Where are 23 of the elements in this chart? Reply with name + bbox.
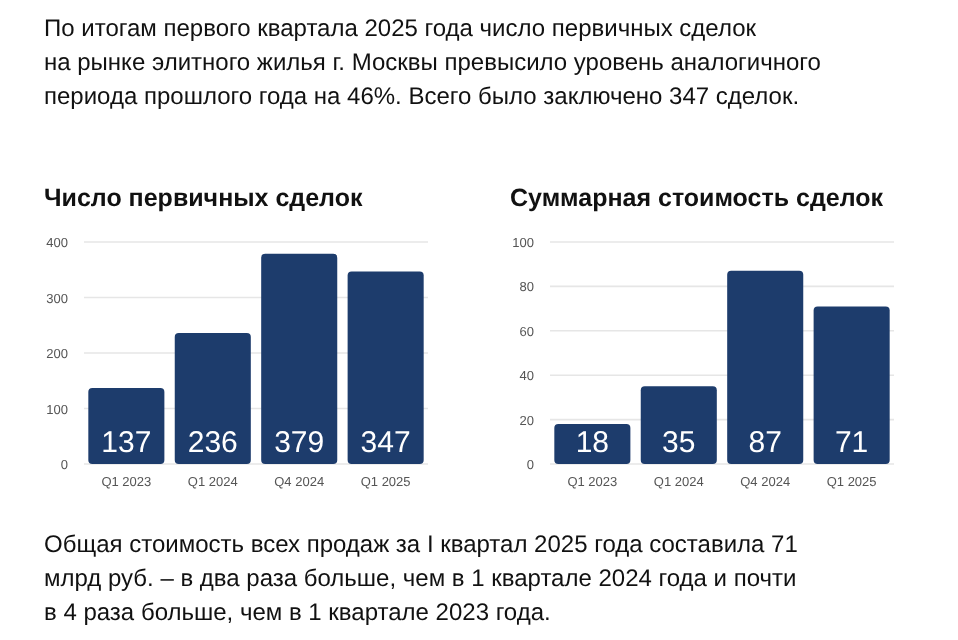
bar bbox=[640, 386, 717, 464]
data-label: 347 bbox=[360, 426, 411, 460]
data-label: 35 bbox=[662, 426, 696, 460]
text: на рынке элитного жилья г. Москвы превысило уровень аналогичного bbox=[44, 48, 822, 76]
data-label: 236 bbox=[187, 426, 238, 460]
data-label: 87 bbox=[748, 426, 782, 460]
data-label: 379 bbox=[274, 426, 325, 460]
data-label: 18 bbox=[575, 426, 610, 460]
bar bbox=[813, 306, 890, 464]
bar bbox=[727, 270, 804, 464]
bar bbox=[174, 333, 251, 464]
text: млрд руб. – в два раза больше, чем в 1 квартале 2024 года и почти bbox=[44, 564, 797, 592]
chart-title: Число первичных сделок bbox=[44, 184, 364, 212]
chart-title: Суммарная стоимость сделок bbox=[510, 184, 885, 212]
bar bbox=[347, 271, 424, 464]
text: Общая стоимость всех продаж за I квартал 2025 года составила 71 bbox=[44, 530, 799, 558]
bar bbox=[88, 387, 165, 464]
data-label: 137 bbox=[101, 426, 152, 460]
bar bbox=[261, 253, 338, 464]
text: в 4 раза больше, чем в 1 квартале 2023 года. bbox=[44, 598, 551, 626]
text: По итогам первого квартала 2025 года число первичных сделок bbox=[44, 14, 758, 42]
text: периода прошлого года на 46%. Всего было заключено 347 сделок. bbox=[44, 82, 800, 110]
data-label: 71 bbox=[834, 426, 869, 460]
